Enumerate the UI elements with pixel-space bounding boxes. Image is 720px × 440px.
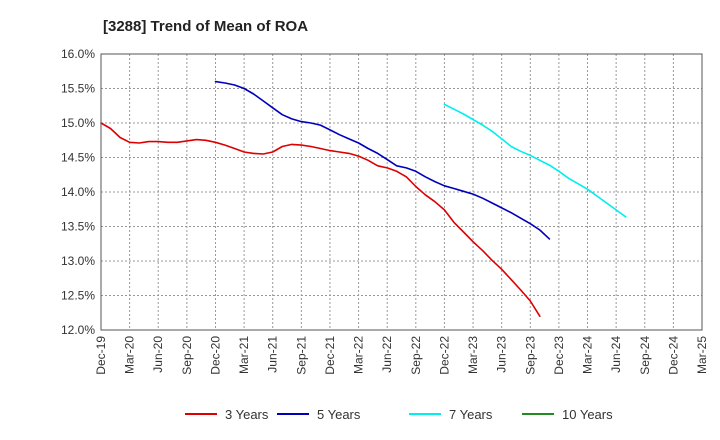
x-tick-label: Sep-23	[523, 336, 537, 375]
x-tick-label: Jun-22	[380, 336, 394, 373]
x-tick-label: Mar-21	[237, 336, 251, 374]
y-tick-label: 14.0%	[61, 185, 95, 199]
x-tick-label: Jun-23	[495, 336, 509, 373]
x-tick-label: Sep-22	[409, 336, 423, 375]
legend: 3 Years 5 Years 7 Years 10 Years	[185, 407, 613, 422]
legend-label-10-years: 10 Years	[562, 407, 613, 422]
x-tick-label: Mar-24	[581, 336, 595, 374]
y-tick-label: 16.0%	[61, 47, 95, 61]
x-tick-label: Dec-19	[94, 336, 108, 375]
x-tick-label: Mar-20	[123, 336, 137, 374]
x-tick-label: Dec-20	[208, 336, 222, 375]
x-tick-label: Sep-21	[294, 336, 308, 375]
x-tick-label: Mar-23	[466, 336, 480, 374]
y-tick-label: 14.5%	[61, 151, 95, 165]
plot-area	[100, 53, 703, 331]
legend-label-3-years: 3 Years	[225, 407, 269, 422]
series-lines	[100, 80, 627, 318]
x-tick-label: Dec-21	[323, 336, 337, 375]
legend-label-7-years: 7 Years	[449, 407, 493, 422]
y-tick-label: 15.0%	[61, 116, 95, 130]
chart-title: [3288] Trend of Mean of ROA	[103, 18, 308, 35]
series-line-3-years	[100, 122, 541, 318]
y-tick-label: 12.0%	[61, 323, 95, 337]
x-tick-label: Mar-25	[695, 336, 709, 374]
x-tick-label: Jun-24	[609, 336, 623, 373]
y-axis-ticks: 12.0% 12.5% 13.0% 13.5% 14.0% 14.5% 15.0% 15.5%…	[61, 47, 95, 337]
x-tick-label: Sep-24	[638, 336, 652, 375]
x-tick-label: Dec-24	[666, 336, 680, 375]
x-tick-label: Sep-20	[180, 336, 194, 375]
series-line-7-years	[443, 103, 627, 218]
y-tick-label: 13.5%	[61, 220, 95, 234]
legend-label-5-years: 5 Years	[317, 407, 361, 422]
x-tick-label: Jun-21	[266, 336, 280, 373]
grid	[100, 53, 703, 331]
y-tick-label: 12.5%	[61, 289, 95, 303]
x-tick-label: Dec-23	[552, 336, 566, 375]
y-tick-label: 15.5%	[61, 82, 95, 96]
y-tick-label: 13.0%	[61, 254, 95, 268]
x-tick-label: Mar-22	[352, 336, 366, 374]
x-axis-ticks: Dec-19 Mar-20 Jun-20 Sep-20 Dec-20 Mar-21 Jun-…	[94, 336, 709, 375]
x-tick-label: Jun-20	[151, 336, 165, 373]
series-line-5-years	[214, 80, 551, 240]
x-tick-label: Dec-22	[437, 336, 451, 375]
